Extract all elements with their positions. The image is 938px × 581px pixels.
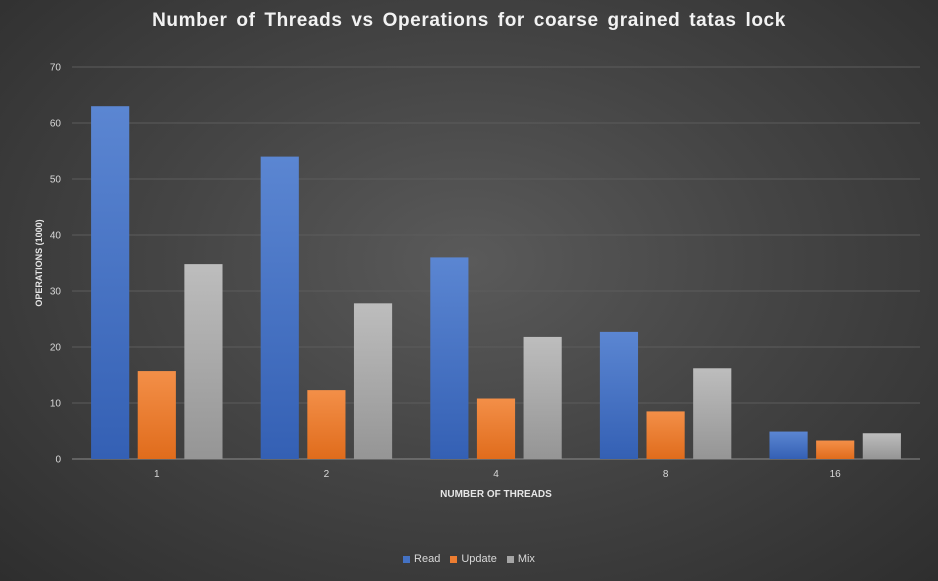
bar-mix-8 [693, 368, 732, 459]
y-tick-label: 10 [50, 399, 62, 410]
y-axis-label: OPERATIONS (1000) [34, 219, 44, 306]
bar-read-16 [769, 431, 808, 459]
y-tick-label: 20 [50, 343, 62, 354]
bar-mix-4 [523, 336, 562, 459]
y-tick-label: 30 [50, 287, 62, 298]
y-tick-label: 50 [50, 175, 62, 186]
legend-item-update: Update [450, 553, 497, 565]
x-tick-label: 2 [324, 469, 330, 480]
x-tick-label: 1 [154, 469, 160, 480]
x-tick-label: 4 [493, 469, 499, 480]
bar-update-16 [816, 440, 855, 459]
bar-update-1 [137, 371, 176, 459]
axis-labels: 0 10 20 30 40 50 60 70 1 2 4 8 16 [50, 63, 841, 481]
bar-read-8 [599, 331, 639, 459]
legend-item-read: Read [403, 553, 440, 565]
legend-label-update: Update [461, 553, 497, 565]
legend-swatch-update [450, 555, 458, 563]
bar-update-8 [646, 411, 685, 459]
bars [91, 106, 901, 459]
legend-item-mix: Mix [506, 553, 535, 565]
chart-title: Number of Threads vs Operations for coar… [152, 10, 786, 31]
x-axis-label: NUMBER OF THREADS [440, 489, 552, 500]
x-tick-label: 8 [663, 469, 669, 480]
bar-read-1 [91, 106, 130, 459]
bar-mix-2 [353, 303, 393, 459]
y-tick-label: 0 [55, 455, 61, 466]
bar-mix-1 [184, 264, 223, 459]
x-tick-label: 16 [830, 469, 842, 480]
legend-swatch-mix [506, 555, 514, 563]
legend-label-read: Read [414, 553, 441, 565]
legend: Read Update Mix [0, 553, 938, 565]
y-tick-label: 40 [50, 231, 62, 242]
legend-swatch-read [403, 555, 411, 563]
bar-update-4 [476, 398, 516, 459]
bar-mix-16 [862, 433, 901, 459]
y-tick-label: 70 [50, 63, 62, 74]
legend-label-mix: Mix [517, 553, 535, 565]
bar-read-4 [430, 257, 469, 459]
bar-read-2 [260, 156, 299, 459]
y-tick-label: 60 [50, 119, 62, 130]
bar-update-2 [307, 390, 346, 459]
